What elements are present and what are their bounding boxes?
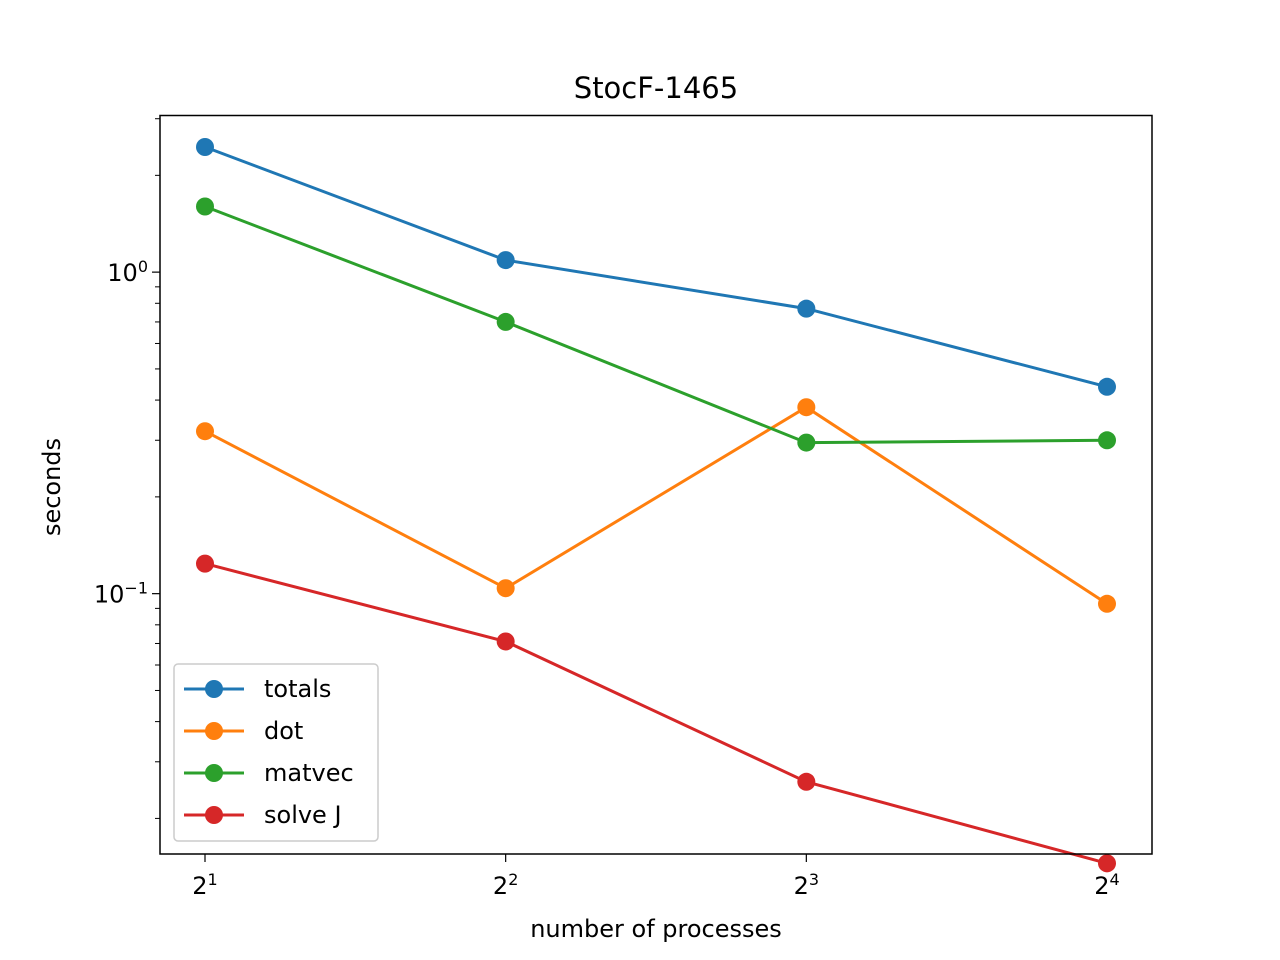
legend-box xyxy=(173,663,379,842)
legend-label-solve-j: solve J xyxy=(264,801,342,829)
y-tick-label: 100 xyxy=(107,257,148,288)
data-point-dot xyxy=(1098,594,1116,613)
data-point-solve-j xyxy=(1098,854,1116,873)
legend-marker-matvec xyxy=(205,764,223,782)
x-tick-label: 24 xyxy=(1094,870,1119,901)
x-axis-ticks: 21 22 23 24 xyxy=(192,854,1120,901)
data-point-dot xyxy=(196,422,214,441)
series-lines xyxy=(204,145,1108,865)
legend: totals dot matvec solve J xyxy=(173,663,379,842)
series-line-solve-j xyxy=(204,562,1108,865)
data-point-totals xyxy=(797,299,816,318)
data-point-totals xyxy=(1098,377,1116,396)
y-axis-label: seconds xyxy=(38,438,66,536)
legend-marker-solve-j xyxy=(205,806,223,824)
data-point-matvec xyxy=(797,433,816,452)
series-points xyxy=(196,138,1116,873)
legend-label-totals: totals xyxy=(264,675,331,703)
data-point-solve-j xyxy=(797,772,816,791)
legend-marker-dot xyxy=(205,722,223,740)
data-point-matvec xyxy=(196,197,214,216)
x-tick-label: 23 xyxy=(794,870,819,901)
data-point-matvec xyxy=(1098,431,1116,450)
series-line-totals xyxy=(204,145,1108,389)
y-tick-label: 10−1 xyxy=(94,578,148,609)
y-minor-ticks xyxy=(155,118,160,819)
data-point-totals xyxy=(196,138,214,157)
data-point-solve-j xyxy=(196,554,214,573)
legend-marker-totals xyxy=(205,680,223,698)
y-axis-ticks: 100 10−1 xyxy=(94,257,160,609)
series-line-matvec xyxy=(204,205,1108,445)
data-point-dot xyxy=(797,398,816,417)
data-point-totals xyxy=(496,251,515,270)
x-tick-label: 21 xyxy=(192,870,217,901)
x-axis-label: number of processes xyxy=(530,915,782,943)
plot-frame xyxy=(159,114,1153,855)
legend-label-dot: dot xyxy=(264,717,303,745)
data-point-solve-j xyxy=(496,632,515,651)
series-line-dot xyxy=(204,405,1108,606)
chart-title: StocF-1465 xyxy=(574,71,738,105)
data-point-dot xyxy=(496,579,515,598)
x-tick-label: 22 xyxy=(493,870,518,901)
legend-label-matvec: matvec xyxy=(264,759,354,787)
data-point-matvec xyxy=(496,312,515,331)
